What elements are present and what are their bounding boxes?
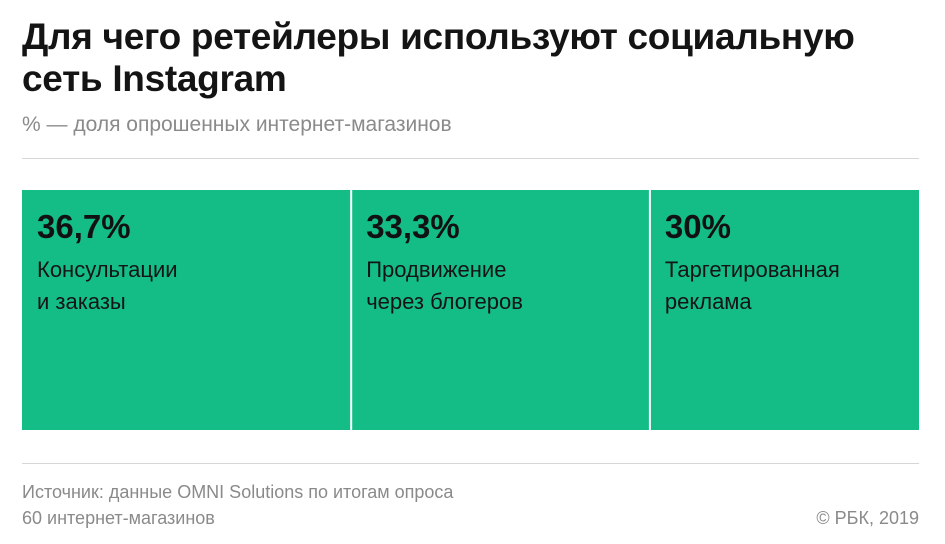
chart-subtitle: % — доля опрошенных интернет-магазинов bbox=[22, 113, 452, 136]
share-tiles-chart bbox=[22, 190, 919, 430]
source-note: Источник: данные OMNI Solutions по итога… bbox=[22, 482, 454, 528]
top-divider bbox=[22, 158, 919, 159]
tile-consultations bbox=[22, 190, 352, 430]
tile-targeted-ads bbox=[649, 190, 919, 430]
copyright: © РБК, 2019 bbox=[816, 508, 919, 528]
bottom-divider bbox=[22, 463, 919, 464]
chart-title: Для чего ретейлеры используют социальную… bbox=[22, 16, 855, 99]
tile-bloggers bbox=[351, 190, 650, 430]
